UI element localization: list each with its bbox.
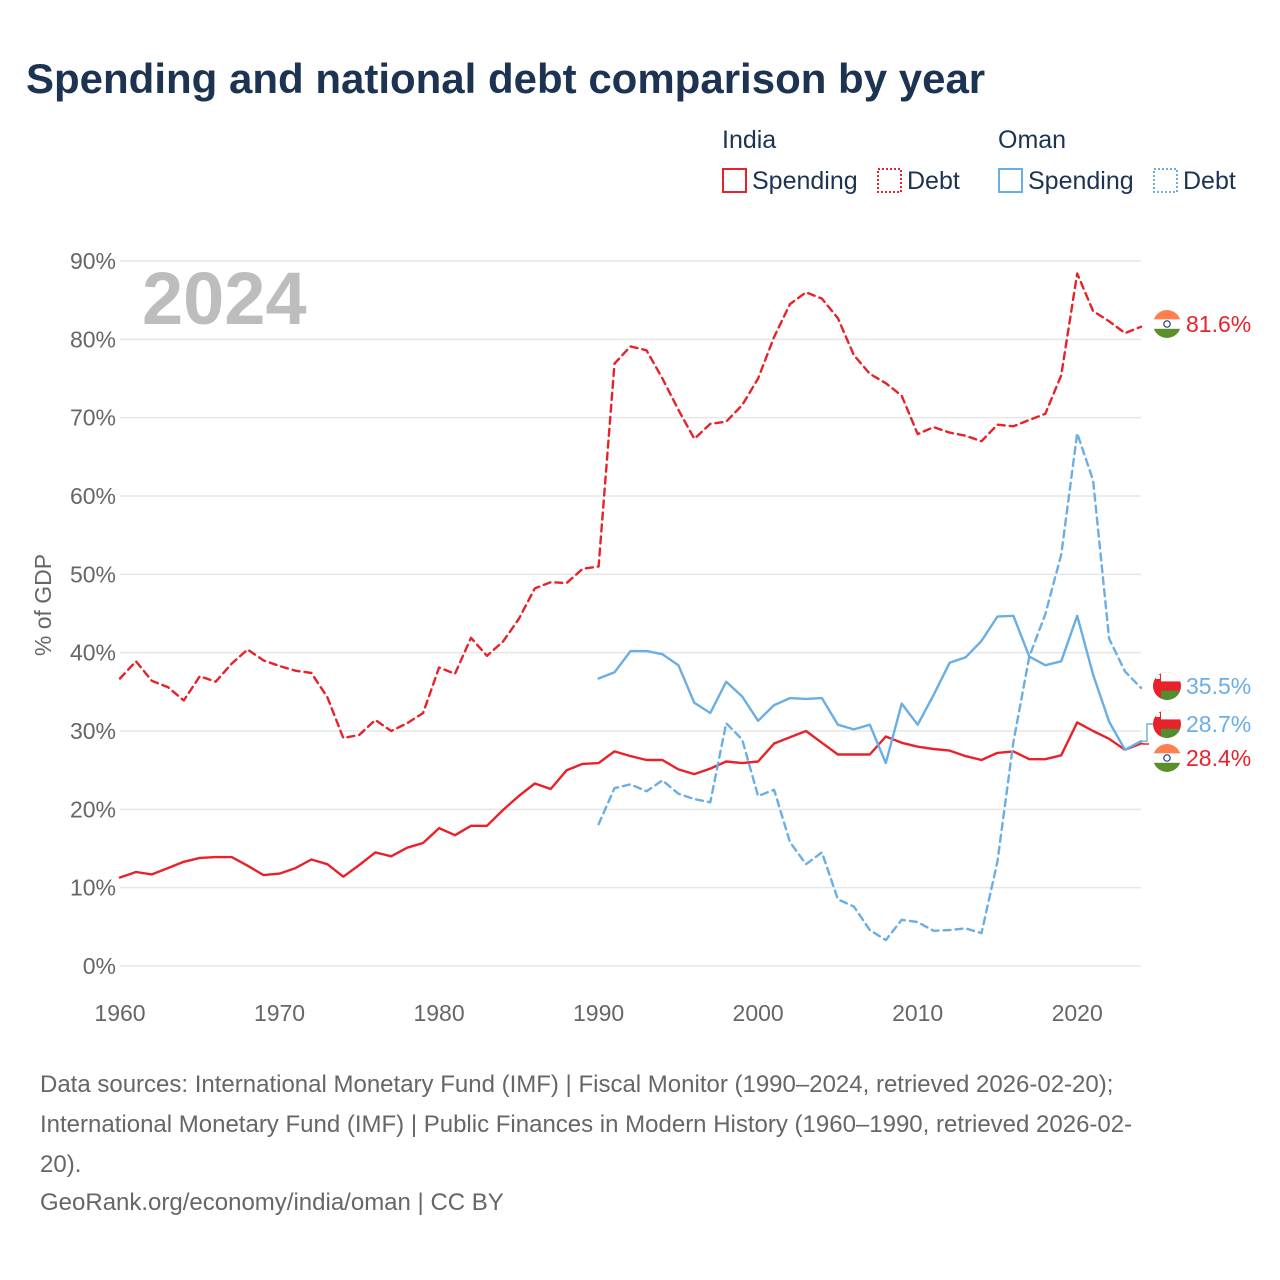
- y-axis-ticks: 0% 10% 20% 30% 40% 50% 60% 70% 80% 90%: [70, 248, 116, 979]
- legend-oman-debt-label[interactable]: Debt: [1183, 167, 1236, 195]
- series-india-debt[interactable]: [118, 272, 1143, 740]
- x-tick-label: 1990: [573, 1000, 624, 1026]
- legend-india-heading: India: [722, 126, 776, 154]
- series-oman-spending[interactable]: [597, 614, 1143, 765]
- legend-india-debt-label[interactable]: Debt: [907, 167, 960, 195]
- oman-flag-icon: [1153, 672, 1181, 700]
- series-oman-debt[interactable]: [597, 432, 1143, 942]
- x-tick-label: 2000: [733, 1000, 784, 1026]
- end-label-value: 35.5%: [1186, 673, 1251, 699]
- end-label-value: 28.4%: [1186, 745, 1251, 771]
- legend-india-debt-swatch[interactable]: [877, 168, 902, 193]
- series-india-spending[interactable]: [118, 721, 1143, 879]
- end-label-value: 28.7%: [1186, 711, 1251, 737]
- end-label-value: 81.6%: [1186, 311, 1251, 337]
- legend-oman-heading: Oman: [998, 126, 1066, 154]
- y-axis-label: % of GDP: [30, 554, 56, 656]
- india-flag-icon: [1153, 310, 1181, 338]
- x-tick-label: 1980: [413, 1000, 464, 1026]
- y-tick-label: 70%: [70, 405, 116, 431]
- y-tick-label: 50%: [70, 561, 116, 587]
- y-tick-label: 40%: [70, 640, 116, 666]
- x-tick-label: 1970: [254, 1000, 305, 1026]
- series-lines: [118, 272, 1143, 942]
- source-line-2: International Monetary Fund (IMF) | Publ…: [40, 1111, 1132, 1138]
- y-tick-label: 90%: [70, 248, 116, 274]
- y-tick-label: 80%: [70, 326, 116, 352]
- legend-oman-spending-label[interactable]: Spending: [1028, 167, 1134, 195]
- legend-oman-spending-swatch[interactable]: [998, 168, 1023, 193]
- y-tick-label: 60%: [70, 483, 116, 509]
- oman-flag-icon: [1153, 710, 1181, 738]
- legend-india-spending-swatch[interactable]: [722, 168, 747, 193]
- y-tick-label: 20%: [70, 796, 116, 822]
- india-flag-icon: [1153, 744, 1181, 772]
- y-tick-label: 0%: [83, 953, 116, 979]
- y-tick-label: 30%: [70, 718, 116, 744]
- source-line-3: 20).: [40, 1151, 81, 1178]
- x-tick-label: 1960: [94, 1000, 145, 1026]
- source-line-1: Data sources: International Monetary Fun…: [40, 1071, 1113, 1098]
- chart-title: Spending and national debt comparison by…: [26, 55, 985, 102]
- footer: Data sources: International Monetary Fun…: [40, 1071, 1132, 1216]
- credit-line[interactable]: GeoRank.org/economy/india/oman | CC BY: [40, 1189, 504, 1216]
- x-tick-label: 2020: [1052, 1000, 1103, 1026]
- legend-oman-debt-swatch[interactable]: [1153, 168, 1178, 193]
- legend-india-spending-label[interactable]: Spending: [752, 167, 858, 195]
- grid-lines: [120, 260, 1141, 967]
- y-tick-label: 10%: [70, 875, 116, 901]
- x-tick-label: 2010: [892, 1000, 943, 1026]
- year-watermark: 2024: [142, 257, 307, 340]
- legend[interactable]: India Spending Debt Oman Spending Debt: [722, 126, 1236, 195]
- connector-oman-spending: [1142, 723, 1153, 742]
- x-axis-ticks: 1960 1970 1980 1990 2000 2010 2020: [94, 1000, 1102, 1026]
- end-labels: 81.6% 35.5% 28.7% 28.4%: [1142, 310, 1251, 772]
